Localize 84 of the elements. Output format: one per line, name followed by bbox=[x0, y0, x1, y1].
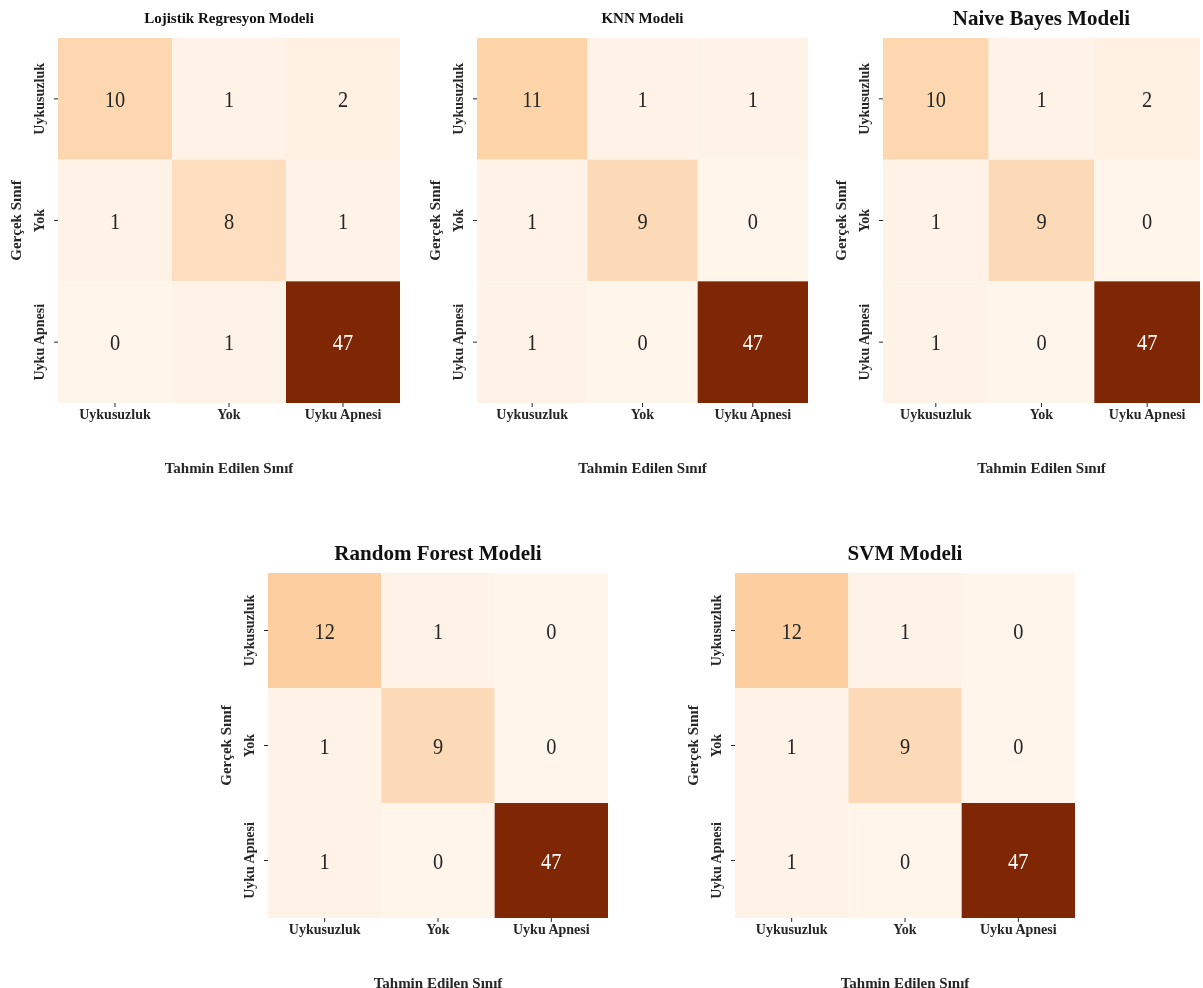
data-label: 10 bbox=[925, 85, 947, 113]
y-axis-title: Gerçek Sınıf bbox=[685, 704, 701, 786]
data-label: 2 bbox=[337, 85, 349, 113]
data-label: 2 bbox=[1142, 85, 1153, 113]
data-label: 1 bbox=[223, 328, 235, 356]
chart-title: Naive Bayes Modeli bbox=[951, 5, 1132, 32]
y-tick-label: Yok bbox=[857, 208, 872, 233]
data-label: 0 bbox=[1013, 617, 1024, 644]
x-tick-label: Uyku Apnesi bbox=[1108, 406, 1186, 422]
chart-title: Random Forest Modeli bbox=[333, 540, 543, 567]
x-axis-title: Tahmin Edilen Sınıf bbox=[578, 460, 708, 476]
data-label: 1 bbox=[319, 847, 330, 874]
data-label: 11 bbox=[522, 85, 542, 113]
y-tick-label: Yok bbox=[451, 208, 466, 233]
data-label: 1 bbox=[337, 207, 349, 234]
data-label: 1 bbox=[786, 732, 797, 759]
data-label: 47 bbox=[1136, 328, 1158, 356]
data-label: 1 bbox=[527, 207, 538, 234]
data-label: 1 bbox=[637, 85, 648, 113]
data-label: 0 bbox=[637, 328, 648, 356]
data-label: 47 bbox=[1008, 847, 1029, 874]
x-tick-label: Uykusuzluk bbox=[79, 406, 152, 422]
data-label: 0 bbox=[546, 732, 557, 759]
x-tick-label: Yok bbox=[426, 921, 450, 937]
x-tick-label: Yok bbox=[217, 406, 241, 422]
x-tick-label: Uykusuzluk bbox=[900, 406, 972, 422]
data-label: 1 bbox=[527, 328, 538, 356]
data-label: 12 bbox=[314, 617, 335, 644]
y-tick-label: Uykusuzluk bbox=[857, 62, 872, 135]
data-label: 47 bbox=[541, 847, 562, 874]
x-tick-label: Uyku Apnesi bbox=[513, 921, 590, 937]
y-axis-title: Gerçek Sınıf bbox=[8, 179, 24, 261]
x-tick-label: Yok bbox=[893, 921, 917, 937]
x-tick-label: Uyku Apnesi bbox=[304, 406, 382, 422]
y-axis-title: Gerçek Sınıf bbox=[833, 179, 849, 261]
data-label: 1 bbox=[930, 328, 941, 356]
data-label: 1 bbox=[432, 617, 444, 644]
y-axis-title: Gerçek Sınıf bbox=[218, 704, 234, 786]
data-label: 1 bbox=[109, 207, 121, 234]
data-label: 0 bbox=[1013, 732, 1024, 759]
y-tick-label: Uykusuzluk bbox=[32, 62, 47, 135]
data-label: 1 bbox=[930, 207, 941, 234]
y-tick-label: Uykusuzluk bbox=[709, 594, 724, 667]
data-label: 0 bbox=[432, 847, 444, 874]
data-label: 0 bbox=[747, 207, 758, 234]
y-tick-label: Uykusuzluk bbox=[451, 62, 466, 135]
data-label: 0 bbox=[899, 847, 911, 874]
x-axis-title: Tahmin Edilen Sınıf bbox=[373, 975, 504, 988]
data-label: 1 bbox=[747, 85, 758, 113]
chart-title: SVM Modeli bbox=[846, 540, 964, 567]
data-label: 0 bbox=[546, 617, 557, 644]
data-label: 9 bbox=[1036, 207, 1047, 234]
y-tick-label: Yok bbox=[242, 733, 257, 758]
y-tick-label: Uykusuzluk bbox=[242, 594, 257, 667]
data-label: 1 bbox=[1036, 85, 1047, 113]
x-tick-label: Uykusuzluk bbox=[755, 921, 828, 937]
data-label: 12 bbox=[781, 617, 802, 644]
data-label: 1 bbox=[786, 847, 797, 874]
x-axis-title: Tahmin Edilen Sınıf bbox=[840, 975, 971, 988]
data-label: 1 bbox=[223, 85, 235, 113]
x-tick-label: Yok bbox=[1029, 406, 1054, 422]
data-label: 9 bbox=[432, 732, 444, 759]
data-label: 10 bbox=[104, 85, 126, 113]
data-label: 1 bbox=[899, 617, 911, 644]
y-axis-title: Gerçek Sınıf bbox=[427, 179, 443, 261]
x-tick-label: Uykusuzluk bbox=[496, 406, 569, 422]
x-axis-title: Tahmin Edilen Sınıf bbox=[164, 460, 295, 476]
chart-title: KNN Modeli bbox=[600, 9, 685, 28]
x-tick-label: Uykusuzluk bbox=[288, 921, 361, 937]
data-label: 1 bbox=[319, 732, 330, 759]
y-tick-label: Yok bbox=[709, 733, 724, 758]
chart-title: Lojistik Regresyon Modeli bbox=[143, 9, 315, 28]
data-label: 0 bbox=[109, 328, 121, 356]
y-tick-label: Yok bbox=[32, 208, 47, 233]
x-axis-title: Tahmin Edilen Sınıf bbox=[977, 460, 1107, 476]
data-label: 9 bbox=[637, 207, 648, 234]
data-label: 9 bbox=[899, 732, 911, 759]
data-label: 0 bbox=[1036, 328, 1047, 356]
data-label: 47 bbox=[742, 328, 764, 356]
data-label: 0 bbox=[1142, 207, 1153, 234]
x-tick-label: Yok bbox=[630, 406, 655, 422]
data-label: 8 bbox=[223, 207, 235, 234]
x-tick-label: Uyku Apnesi bbox=[980, 921, 1057, 937]
data-label: 47 bbox=[332, 328, 354, 356]
